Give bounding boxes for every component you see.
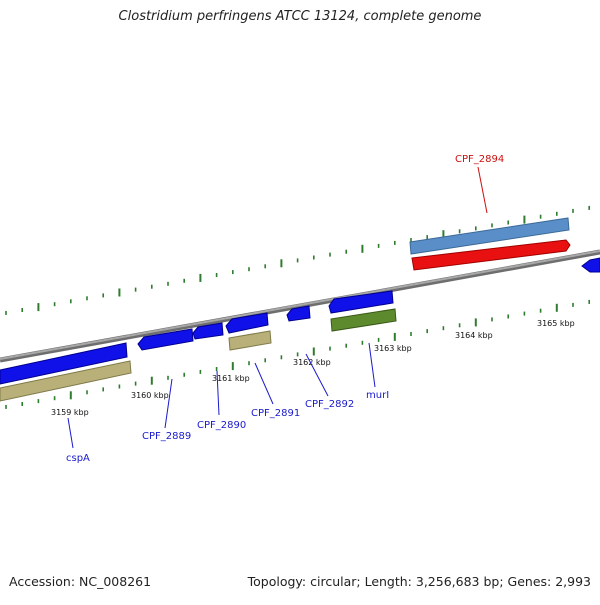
- gene-label-cspa[interactable]: cspA: [66, 453, 90, 464]
- leader-cpf-2889: [164, 378, 173, 429]
- genome-summary-text: Topology: circular; Length: 3,256,683 bp…: [247, 574, 591, 589]
- scale-label-3159: 3159 kbp: [51, 408, 89, 417]
- feature-cpf-2894-cds[interactable]: [411, 239, 571, 271]
- scale-label-3163: 3163 kbp: [374, 344, 412, 353]
- leader-muri: [368, 342, 376, 388]
- feature-cpf-2891-cds[interactable]: [225, 312, 269, 334]
- scale-label-3162: 3162 kbp: [293, 358, 331, 367]
- tick-marks: [5, 205, 591, 409]
- scale-label-3161: 3161 kbp: [212, 374, 250, 383]
- gene-label-muri[interactable]: murI: [366, 390, 389, 401]
- leader-cspa: [67, 417, 74, 449]
- scale-label-3160: 3160 kbp: [131, 391, 169, 400]
- gene-features: [0, 217, 600, 402]
- gene-labels: cspA CPF_2889 CPF_2890 CPF_2891 CPF_2892…: [66, 154, 504, 464]
- gene-label-cpf-2889[interactable]: CPF_2889: [142, 431, 191, 442]
- leader-cpf-2892: [305, 353, 329, 397]
- scale-labels: 3159 kbp 3160 kbp 3161 kbp 3162 kbp 3163…: [51, 319, 575, 417]
- genome-backbone: [0, 249, 600, 363]
- feature-next-cds[interactable]: [581, 257, 600, 273]
- feature-cpf-2891-gene[interactable]: [228, 330, 272, 351]
- feature-cpf-2892-cds[interactable]: [286, 305, 311, 322]
- gene-label-cpf-2892[interactable]: CPF_2892: [305, 399, 354, 410]
- gene-label-cpf-2890[interactable]: CPF_2890: [197, 420, 246, 431]
- feature-cpf-2894-gene[interactable]: [409, 217, 570, 255]
- leader-cpf-2890: [216, 370, 220, 416]
- label-leaders: [67, 166, 488, 449]
- accession-text: Accession: NC_008261: [9, 574, 152, 589]
- feature-cpf-2890-cds[interactable]: [192, 322, 224, 340]
- feature-cspa-gene[interactable]: [0, 360, 132, 402]
- feature-muri-gene[interactable]: [330, 308, 397, 332]
- feature-muri-cds[interactable]: [328, 290, 394, 314]
- leader-cpf-2891: [254, 362, 274, 405]
- map-title: Clostridium perfringens ATCC 13124, comp…: [118, 9, 482, 24]
- feature-cpf-2889-cds[interactable]: [137, 328, 194, 351]
- tick-row-lower: [5, 299, 591, 409]
- leader-cpf-2894: [477, 166, 488, 214]
- feature-cspa-cds[interactable]: [0, 342, 128, 385]
- gene-label-cpf-2894[interactable]: CPF_2894: [455, 154, 504, 165]
- scale-label-3164: 3164 kbp: [455, 331, 493, 340]
- scale-label-3165: 3165 kbp: [537, 319, 575, 328]
- tick-row-upper: [5, 205, 591, 315]
- gene-label-cpf-2891[interactable]: CPF_2891: [251, 408, 300, 419]
